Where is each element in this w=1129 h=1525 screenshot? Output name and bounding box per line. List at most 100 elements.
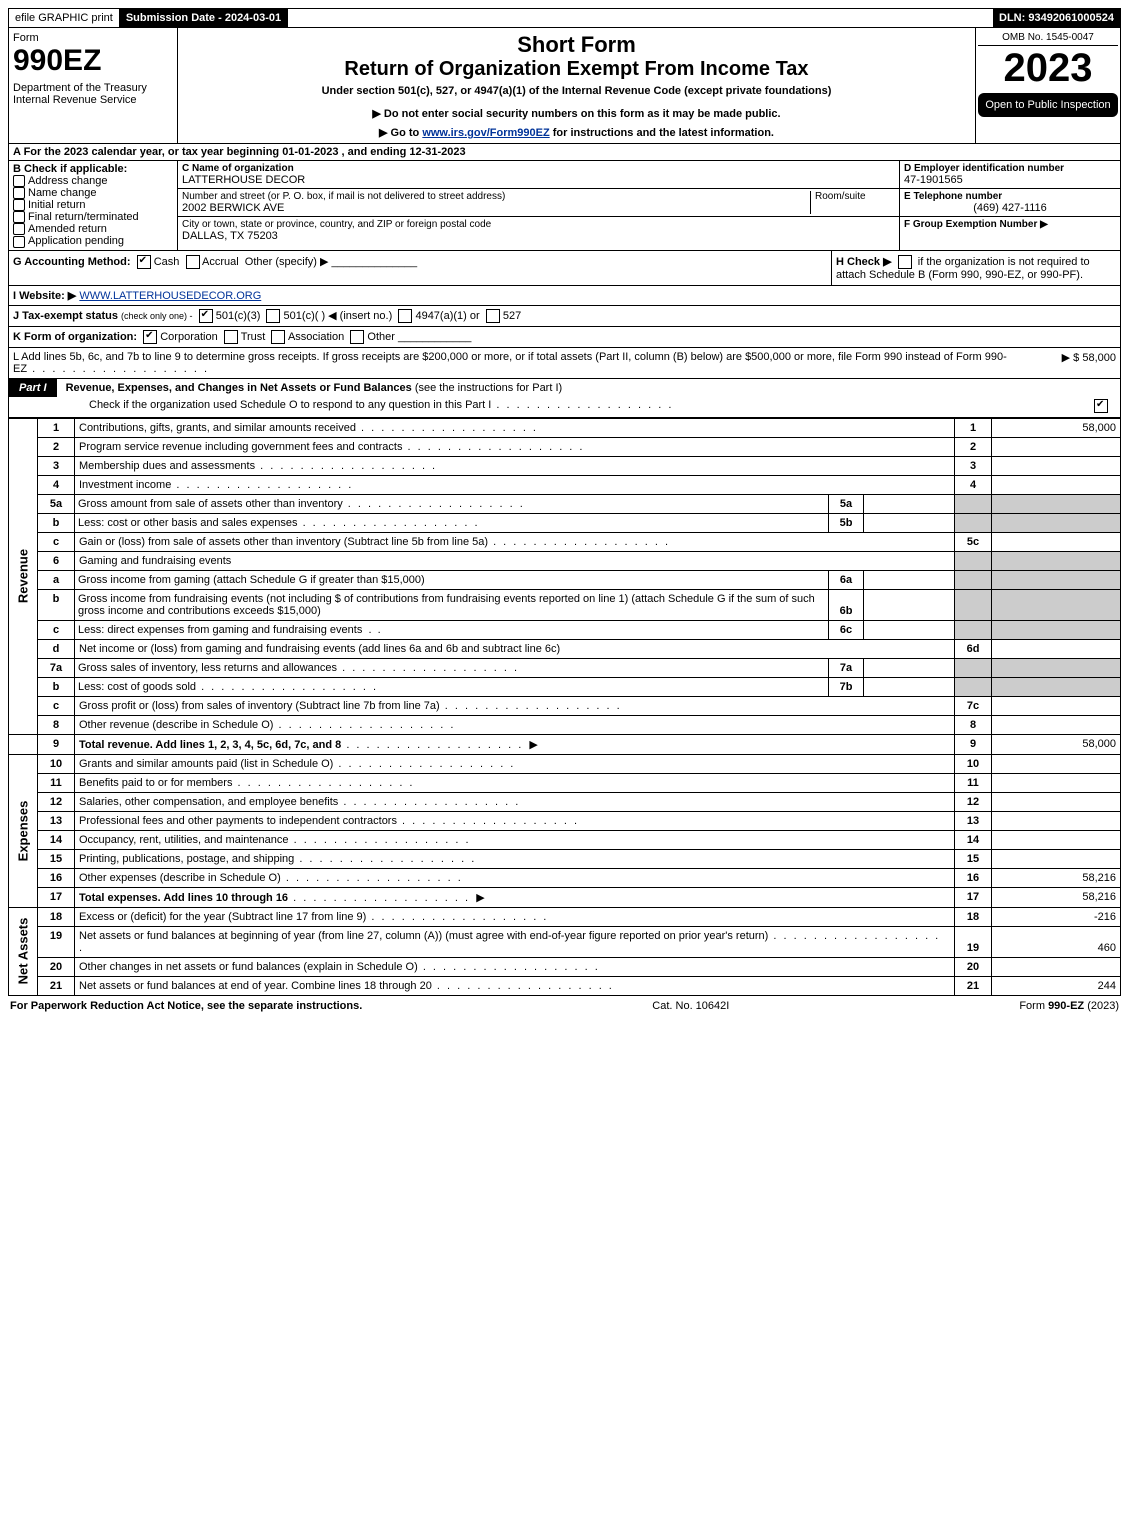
check-initial-return[interactable]: Initial return [13, 199, 173, 211]
tax-year: 2023 [978, 46, 1118, 91]
line-5c: cGain or (loss) from sale of assets othe… [9, 532, 1121, 551]
top-bar: efile GRAPHIC print Submission Date - 20… [8, 8, 1121, 28]
opt-527: 527 [503, 310, 521, 322]
accrual-label: Accrual [202, 256, 239, 268]
net-assets-section-label: Net Assets [9, 907, 38, 995]
check-application-pending[interactable]: Application pending [13, 235, 173, 247]
footer-form-ref: Form 990-EZ (2023) [1019, 1000, 1119, 1012]
j-sub: (check only one) - [121, 311, 193, 321]
under-section: Under section 501(c), 527, or 4947(a)(1)… [182, 85, 971, 97]
line-3: 3Membership dues and assessments3 [9, 456, 1121, 475]
page-footer: For Paperwork Reduction Act Notice, see … [8, 996, 1121, 1016]
org-name: LATTERHOUSE DECOR [182, 174, 895, 186]
check-accrual[interactable] [186, 255, 200, 269]
line-4: 4Investment income4 [9, 475, 1121, 494]
col-b-checks: B Check if applicable: Address change Na… [9, 161, 178, 250]
efile-label[interactable]: efile GRAPHIC print [9, 9, 120, 27]
j-label: J Tax-exempt status [13, 310, 118, 322]
line-9: 9Total revenue. Add lines 1, 2, 3, 4, 5c… [9, 734, 1121, 754]
footer-left: For Paperwork Reduction Act Notice, see … [10, 1000, 362, 1012]
line-5a: 5aGross amount from sale of assets other… [9, 494, 1121, 513]
revenue-section-label: Revenue [9, 418, 38, 734]
part-i-instr: (see the instructions for Part I) [415, 382, 562, 394]
line-19: 19Net assets or fund balances at beginni… [9, 926, 1121, 957]
col-c-org: C Name of organization LATTERHOUSE DECOR… [178, 161, 900, 250]
form-header: Form 990EZ Department of the Treasury In… [8, 28, 1121, 144]
line-20: 20Other changes in net assets or fund ba… [9, 957, 1121, 976]
line-8: 8Other revenue (describe in Schedule O)8 [9, 715, 1121, 734]
check-527[interactable] [486, 309, 500, 323]
opt-501c: 501(c)( ) ◀ (insert no.) [284, 310, 393, 322]
no-ssn-note: Do not enter social security numbers on … [182, 107, 971, 120]
line-7b: bLess: cost of goods sold7b [9, 677, 1121, 696]
website-link[interactable]: WWW.LATTERHOUSEDECOR.ORG [79, 290, 261, 302]
line-2: 2Program service revenue including gover… [9, 437, 1121, 456]
line-6d: dNet income or (loss) from gaming and fu… [9, 639, 1121, 658]
line-12: 12Salaries, other compensation, and empl… [9, 792, 1121, 811]
tel-value: (469) 427-1116 [904, 202, 1116, 214]
check-address-change[interactable]: Address change [13, 175, 173, 187]
line-1: Revenue 1Contributions, gifts, grants, a… [9, 418, 1121, 437]
city-label: City or town, state or province, country… [182, 219, 895, 230]
line-6: 6Gaming and fundraising events [9, 551, 1121, 570]
part-i-header: Part I Revenue, Expenses, and Changes in… [8, 379, 1121, 418]
line-10: Expenses 10Grants and similar amounts pa… [9, 754, 1121, 773]
row-i-website: I Website: ▶ WWW.LATTERHOUSEDECOR.ORG [8, 286, 1121, 306]
return-title: Return of Organization Exempt From Incom… [182, 58, 971, 81]
check-trust[interactable] [224, 330, 238, 344]
part-i-bar: Part I [9, 379, 57, 397]
part-i-check-text: Check if the organization used Schedule … [89, 399, 491, 411]
line-18: Net Assets 18Excess or (deficit) for the… [9, 907, 1121, 926]
irs-link[interactable]: www.irs.gov/Form990EZ [422, 127, 549, 139]
form-word: Form [13, 32, 173, 44]
check-final-return[interactable]: Final return/terminated [13, 211, 173, 223]
line-13: 13Professional fees and other payments t… [9, 811, 1121, 830]
row-l-gross-receipts: L Add lines 5b, 6c, and 7b to line 9 to … [8, 348, 1121, 379]
short-form-title: Short Form [182, 32, 971, 58]
check-schedule-o[interactable] [1094, 399, 1108, 413]
section-g-h: G Accounting Method: Cash Accrual Other … [8, 251, 1121, 286]
row-k-form-org: K Form of organization: Corporation Trus… [8, 327, 1121, 348]
open-to-public: Open to Public Inspection [978, 93, 1118, 117]
line-6b: bGross income from fundraising events (n… [9, 589, 1121, 620]
c-name-label: C Name of organization [182, 163, 895, 174]
opt-4947: 4947(a)(1) or [415, 310, 479, 322]
line-6a: aGross income from gaming (attach Schedu… [9, 570, 1121, 589]
line-7c: cGross profit or (loss) from sales of in… [9, 696, 1121, 715]
line-11: 11Benefits paid to or for members11 [9, 773, 1121, 792]
check-h[interactable] [898, 255, 912, 269]
check-corporation[interactable] [143, 330, 157, 344]
goto-link-line: Go to www.irs.gov/Form990EZ for instruct… [182, 126, 971, 139]
part-i-title: Revenue, Expenses, and Changes in Net As… [66, 382, 412, 394]
omb-number: OMB No. 1545-0047 [978, 30, 1118, 46]
row-a-tax-year: A For the 2023 calendar year, or tax yea… [8, 144, 1121, 161]
submission-date: Submission Date - 2024-03-01 [120, 9, 288, 27]
line-15: 15Printing, publications, postage, and s… [9, 849, 1121, 868]
line-17: 17Total expenses. Add lines 10 through 1… [9, 887, 1121, 907]
opt-assoc: Association [288, 331, 344, 343]
dln: DLN: 93492061000524 [993, 9, 1120, 27]
check-4947[interactable] [398, 309, 412, 323]
check-amended-return[interactable]: Amended return [13, 223, 173, 235]
b-header: B Check if applicable: [13, 163, 173, 175]
group-exemption-label: F Group Exemption Number ▶ [904, 219, 1116, 230]
row-j-tax-exempt: J Tax-exempt status (check only one) - 5… [8, 306, 1121, 327]
check-cash[interactable] [137, 255, 151, 269]
ein-value: 47-1901565 [904, 174, 1116, 186]
opt-501c3: 501(c)(3) [216, 310, 261, 322]
room-suite-label: Room/suite [811, 191, 895, 214]
check-association[interactable] [271, 330, 285, 344]
h-label: H Check ▶ [836, 256, 892, 268]
check-501c3[interactable] [199, 309, 213, 323]
check-501c[interactable] [266, 309, 280, 323]
addr-label: Number and street (or P. O. box, if mail… [182, 191, 806, 202]
ein-label: D Employer identification number [904, 163, 1116, 174]
org-address: 2002 BERWICK AVE [182, 202, 806, 214]
opt-trust: Trust [241, 331, 266, 343]
opt-corp: Corporation [160, 331, 217, 343]
footer-catalog: Cat. No. 10642I [652, 1000, 729, 1012]
line-7a: 7aGross sales of inventory, less returns… [9, 658, 1121, 677]
check-name-change[interactable]: Name change [13, 187, 173, 199]
col-d-ein: D Employer identification number 47-1901… [900, 161, 1120, 250]
check-other-org[interactable] [350, 330, 364, 344]
